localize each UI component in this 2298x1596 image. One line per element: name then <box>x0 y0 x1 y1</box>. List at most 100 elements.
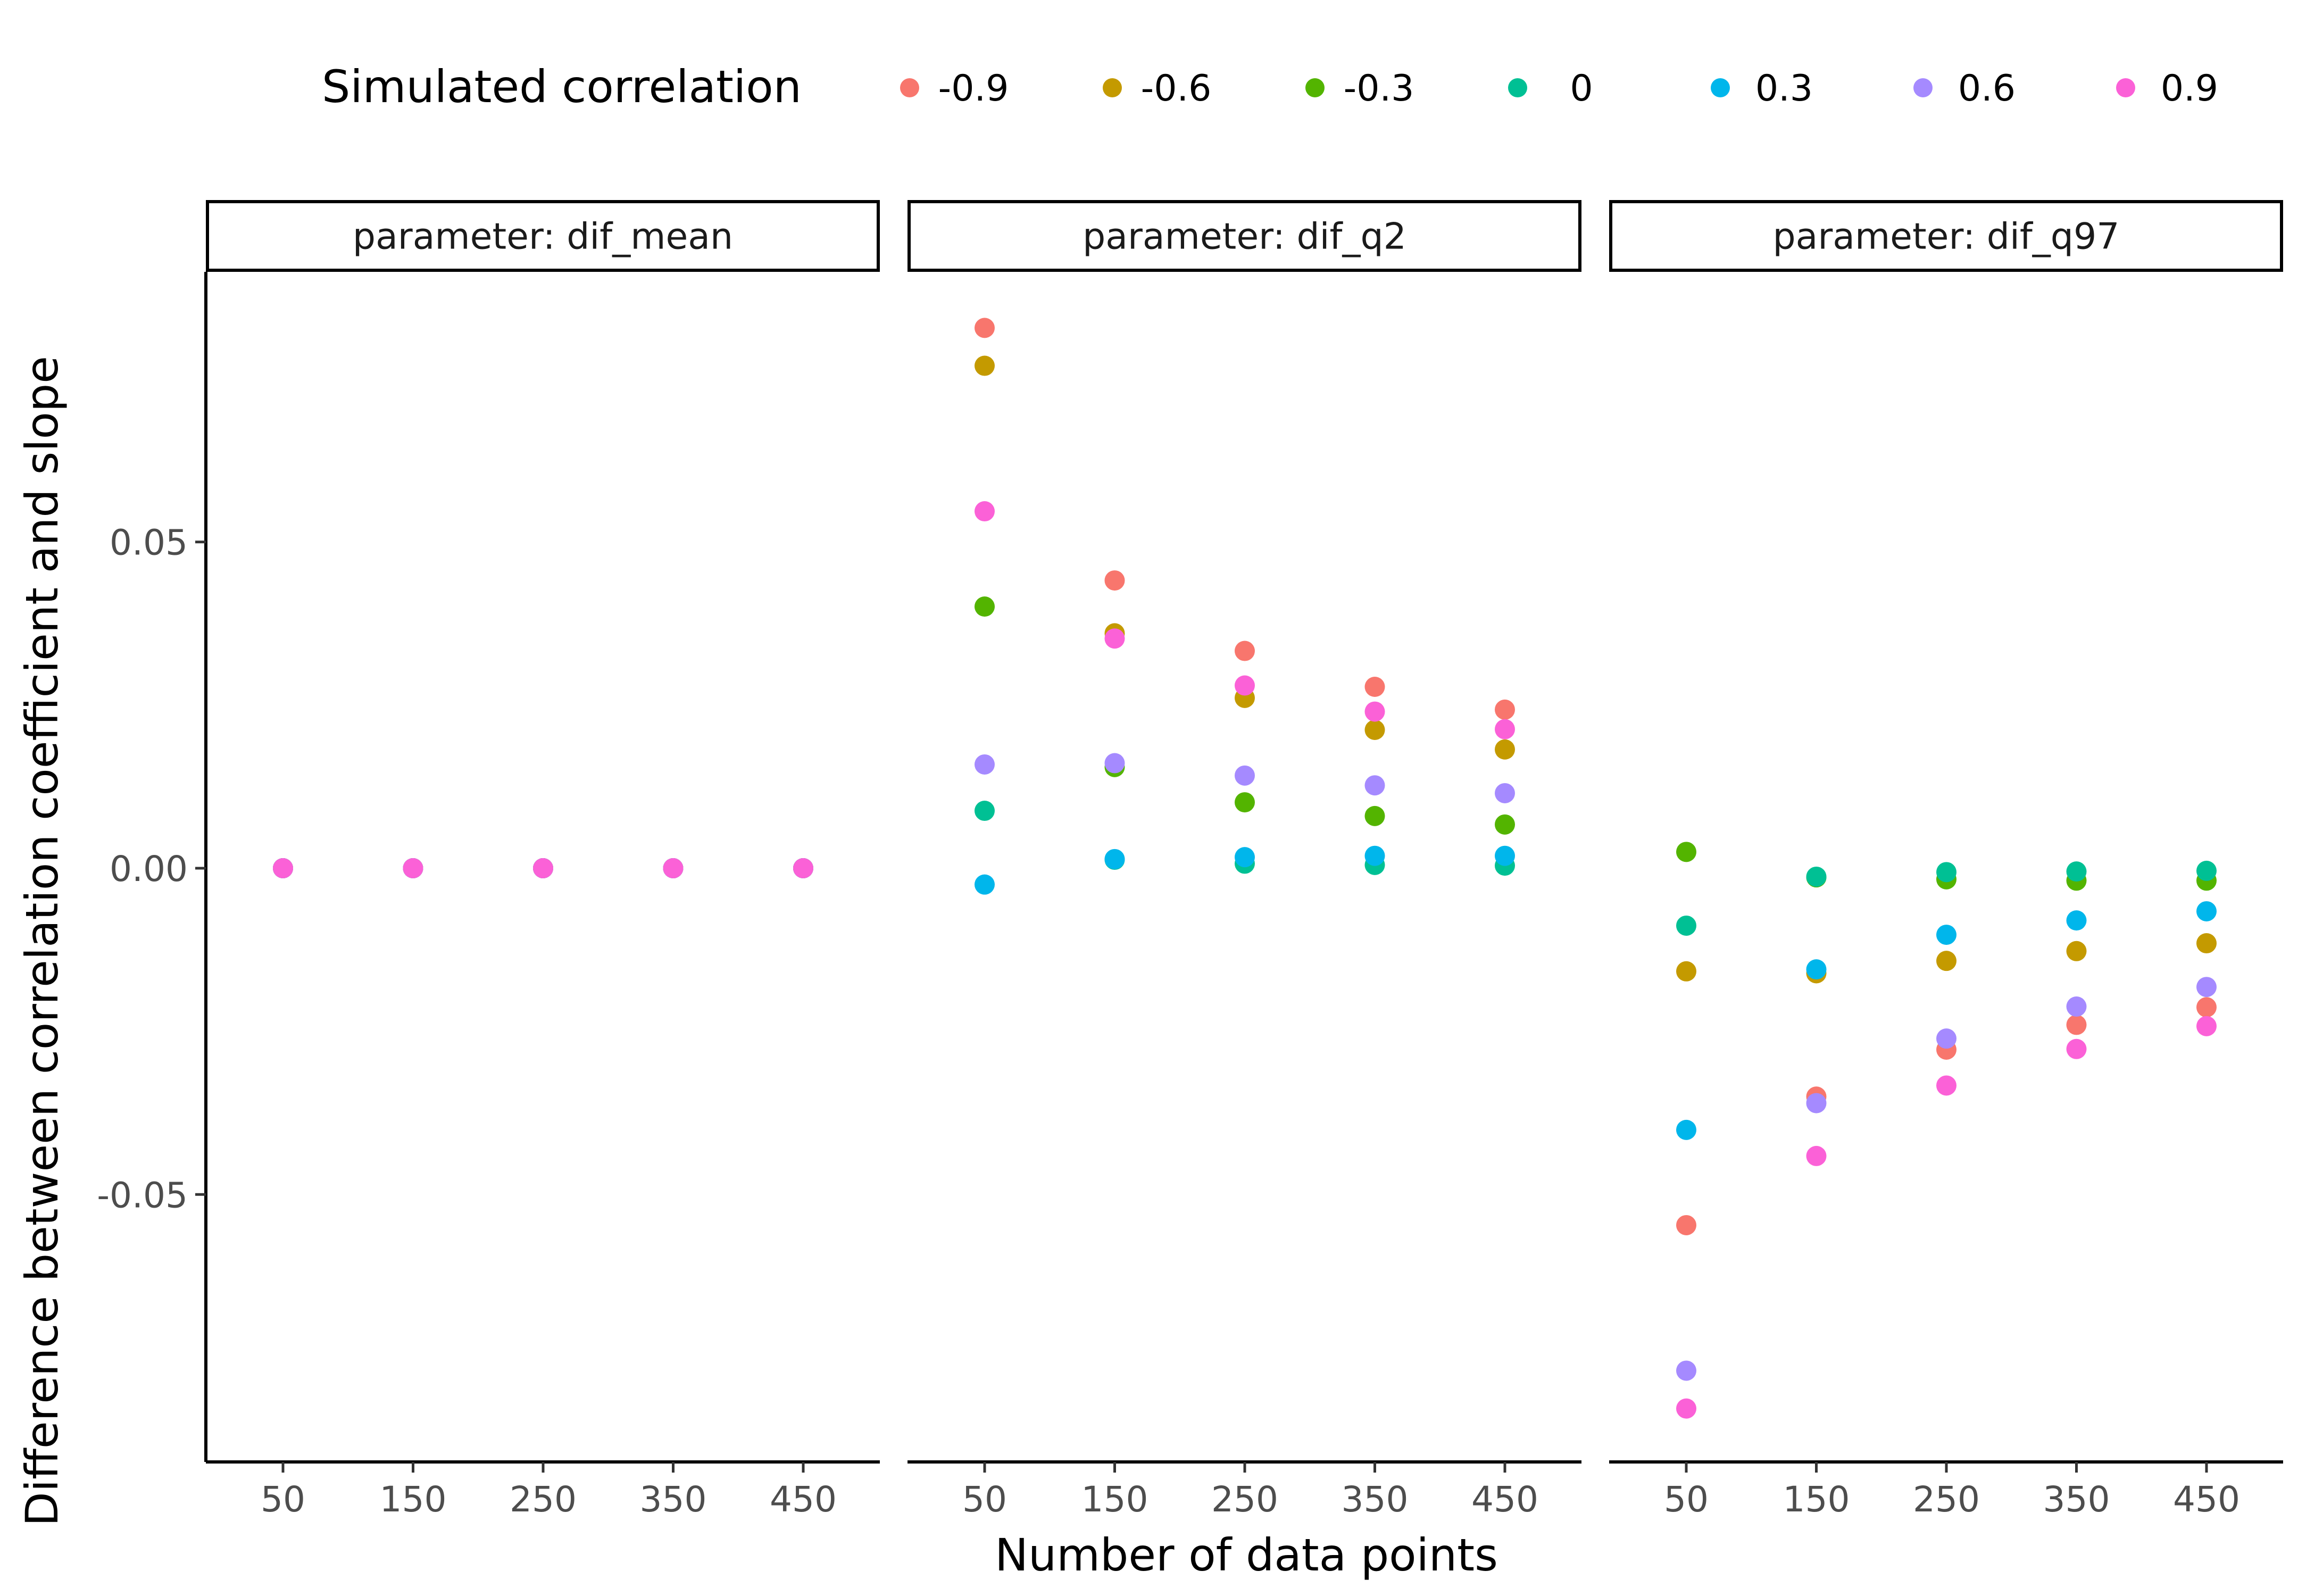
y-tick-label-0: -0.05 <box>97 1175 188 1216</box>
point-1-5-0 <box>975 754 995 775</box>
facet-panel-2: parameter: dif_q97 50 150 250 350 450 <box>1609 200 2283 1520</box>
point-1-4-3 <box>1364 845 1385 866</box>
legend-title: Simulated correlation <box>322 61 802 113</box>
point-1-2-3 <box>1364 805 1385 826</box>
x-tick-label-0-2: 250 <box>510 1479 577 1520</box>
legend: Simulated correlation -0.9 -0.6 -0.3 0 0.3 0.… <box>322 61 2218 113</box>
point-1-3-0 <box>975 801 995 821</box>
point-2-4-1 <box>1806 959 1827 980</box>
point-1-0-1 <box>1104 570 1125 591</box>
legend-label-3: 0 <box>1570 68 1593 110</box>
legend-label-5: 0.6 <box>1958 68 2016 110</box>
point-2-0-4 <box>2196 997 2217 1018</box>
point-1-2-2 <box>1235 792 1255 813</box>
point-2-3-2 <box>1936 862 1956 883</box>
legend-label-0: -0.9 <box>938 68 1009 110</box>
point-2-1-2 <box>1936 951 1956 971</box>
strip-box-2 <box>1609 200 2283 272</box>
point-1-6-0 <box>975 501 995 522</box>
point-2-6-4 <box>2196 1016 2217 1036</box>
point-2-5-3 <box>2066 996 2087 1017</box>
point-1-5-4 <box>1495 783 1515 803</box>
point-2-0-3 <box>2066 1015 2087 1035</box>
x-tick-label-2-1: 150 <box>1783 1479 1850 1520</box>
strip-box-0 <box>206 200 880 272</box>
x-tick-label-0-1: 150 <box>380 1479 447 1520</box>
strip-label-0: parameter: dif_mean <box>353 216 733 258</box>
strip-box-1 <box>907 200 1581 272</box>
point-2-0-0 <box>1676 1215 1696 1235</box>
x-tick-label-0-0: 50 <box>261 1479 305 1520</box>
point-2-5-2 <box>1936 1028 1956 1049</box>
point-0-6-0 <box>273 858 293 878</box>
facet-panel-0: parameter: dif_mean 50 150 250 350 450 <box>206 200 880 1520</box>
point-1-5-2 <box>1235 765 1255 786</box>
point-2-3-3 <box>2066 861 2087 882</box>
point-1-5-3 <box>1364 775 1385 796</box>
point-2-6-3 <box>2066 1038 2087 1059</box>
x-tick-label-2-4: 450 <box>2173 1479 2240 1520</box>
point-2-3-4 <box>2196 860 2217 881</box>
x-tick-label-2-3: 350 <box>2043 1479 2110 1520</box>
point-1-1-0 <box>975 355 995 376</box>
point-1-1-3 <box>1364 719 1385 740</box>
legend-key-3 <box>1508 78 1527 97</box>
strip-label-2: parameter: dif_q97 <box>1772 216 2119 258</box>
strip-label-1: parameter: dif_q2 <box>1083 216 1406 258</box>
y-axis: -0.05 0.00 0.05 <box>97 272 207 1462</box>
point-1-0-3 <box>1364 677 1385 697</box>
point-1-4-4 <box>1495 845 1515 866</box>
x-tick-label-0-4: 450 <box>770 1479 837 1520</box>
point-2-3-0 <box>1676 915 1696 936</box>
point-2-1-3 <box>2066 941 2087 961</box>
point-2-6-1 <box>1806 1145 1827 1166</box>
legend-label-4: 0.3 <box>1755 68 1813 110</box>
legend-entries: -0.9 -0.6 -0.3 0 0.3 0.6 0.9 <box>900 68 2218 110</box>
legend-key-4 <box>1711 78 1730 97</box>
point-1-2-0 <box>975 596 995 617</box>
x-tick-label-2-2: 250 <box>1913 1479 1980 1520</box>
x-tick-label-1-1: 150 <box>1081 1479 1148 1520</box>
point-2-4-2 <box>1936 925 1956 945</box>
legend-label-6: 0.9 <box>2161 68 2218 110</box>
point-1-0-2 <box>1235 641 1255 661</box>
point-2-1-0 <box>1676 961 1696 982</box>
legend-key-1 <box>1103 78 1122 97</box>
point-0-6-2 <box>533 858 553 878</box>
legend-key-5 <box>1913 78 1933 97</box>
legend-key-2 <box>1305 78 1325 97</box>
legend-key-6 <box>2116 78 2135 97</box>
point-1-6-4 <box>1495 719 1515 739</box>
point-2-2-0 <box>1676 842 1696 862</box>
x-tick-label-2-0: 50 <box>1664 1479 1709 1520</box>
point-2-4-4 <box>2196 901 2217 921</box>
point-1-6-1 <box>1104 628 1125 649</box>
point-1-2-4 <box>1495 814 1515 835</box>
point-2-3-1 <box>1806 866 1827 887</box>
point-1-5-1 <box>1104 753 1125 774</box>
point-1-4-2 <box>1235 847 1255 868</box>
point-2-4-0 <box>1676 1119 1696 1140</box>
point-2-5-0 <box>1676 1360 1696 1381</box>
y-tick-label-1: 0.00 <box>110 849 188 890</box>
point-1-1-4 <box>1495 739 1515 760</box>
point-1-6-2 <box>1235 675 1255 696</box>
legend-label-2: -0.3 <box>1344 68 1414 110</box>
facet-panel-1: parameter: dif_q2 50 150 250 350 450 <box>907 200 1581 1520</box>
x-tick-label-1-3: 350 <box>1342 1479 1409 1520</box>
point-1-0-0 <box>975 318 995 338</box>
point-0-6-1 <box>403 858 423 878</box>
point-2-5-4 <box>2196 977 2217 998</box>
point-2-4-3 <box>2066 910 2087 931</box>
x-tick-label-1-2: 250 <box>1211 1479 1278 1520</box>
point-1-4-1 <box>1104 849 1125 869</box>
x-axis-title: Number of data points <box>995 1529 1498 1581</box>
point-2-6-0 <box>1676 1398 1696 1419</box>
legend-label-1: -0.6 <box>1141 68 1212 110</box>
point-1-4-0 <box>975 874 995 895</box>
x-tick-label-0-3: 350 <box>640 1479 707 1520</box>
point-1-0-4 <box>1495 699 1515 720</box>
x-tick-label-1-4: 450 <box>1471 1479 1538 1520</box>
point-0-6-4 <box>793 858 813 878</box>
